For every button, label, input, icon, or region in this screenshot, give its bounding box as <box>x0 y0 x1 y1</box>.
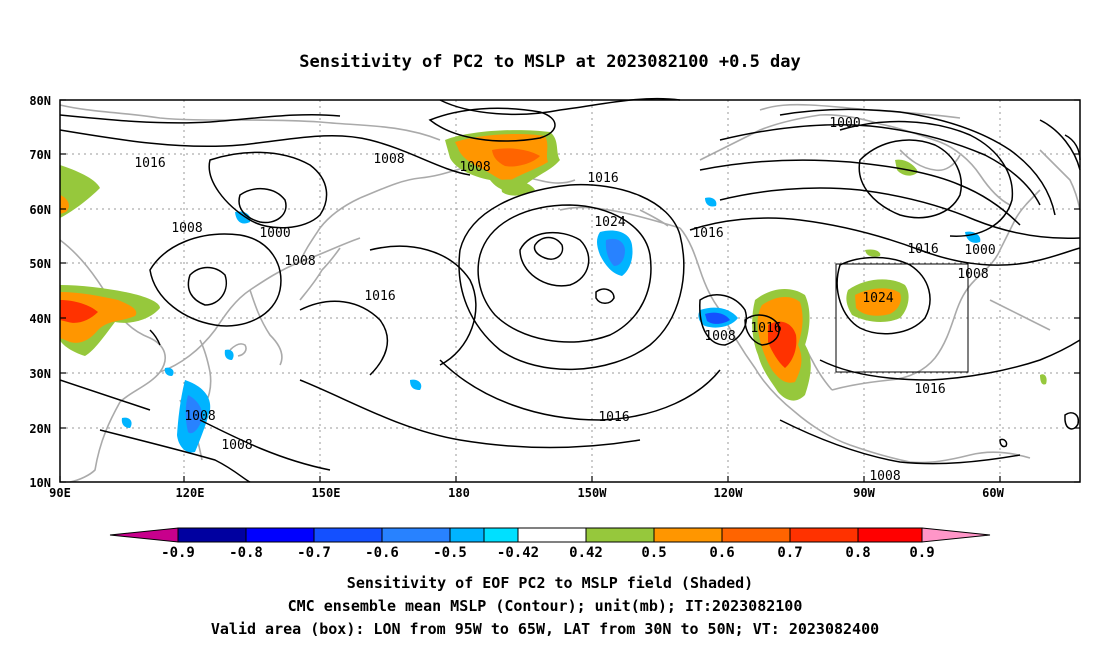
contour-label: 1008 <box>184 409 215 424</box>
colorbar-high-arrow <box>921 527 991 543</box>
lat-label: 80N <box>29 94 51 108</box>
contour-label: 1008 <box>171 221 202 236</box>
colorbar-bin <box>585 527 655 543</box>
caption-line-3: Valid area (box): LON from 95W to 65W, L… <box>211 620 879 638</box>
contour-label: 1008 <box>373 152 404 167</box>
contour-label: 1000 <box>964 243 995 258</box>
contour-label: 1016 <box>134 156 165 171</box>
lat-label: 20N <box>29 422 51 436</box>
lat-label: 10N <box>29 476 51 490</box>
contour-label: 1008 <box>221 438 252 453</box>
lon-label: 90W <box>853 486 875 500</box>
contour-label: 1008 <box>957 267 988 282</box>
colorbar-bin <box>857 527 923 543</box>
colorbar-bin <box>483 527 519 543</box>
sensitivity-shading <box>60 130 1047 453</box>
lon-label: 150W <box>578 486 608 500</box>
colorbar-label: -0.8 <box>229 545 263 561</box>
caption-line-1: Sensitivity of EOF PC2 to MSLP field (Sh… <box>347 574 753 592</box>
colorbar-label: 0.9 <box>909 545 934 561</box>
colorbar-bin <box>381 527 451 543</box>
contour-label: 1000 <box>259 226 290 241</box>
gridlines <box>60 100 1080 482</box>
lat-ticks <box>60 99 1080 483</box>
lat-labels: 80N 70N 60N 50N 40N 30N 20N 10N <box>29 94 51 490</box>
contour-label: 1008 <box>459 160 490 175</box>
colorbar-bin <box>313 527 383 543</box>
colorbar <box>109 527 991 543</box>
colorbar-label: 0.7 <box>777 545 802 561</box>
lon-label: 180 <box>448 486 470 500</box>
colorbar-label: -0.5 <box>433 545 467 561</box>
colorbar-label: -0.42 <box>497 545 539 561</box>
colorbar-label: 0.5 <box>641 545 666 561</box>
colorbar-label: -0.9 <box>161 545 195 561</box>
mslp-contours <box>59 97 1081 483</box>
colorbar-bin <box>721 527 791 543</box>
contour-label: 1024 <box>594 215 625 230</box>
lon-labels: 90E 120E 150E 180 150W 120W 90W 60W <box>49 486 1004 500</box>
lat-label: 60N <box>29 203 51 217</box>
contour-label: 1016 <box>692 226 723 241</box>
caption-line-2: CMC ensemble mean MSLP (Contour); unit(m… <box>288 597 803 615</box>
map-title: Sensitivity of PC2 to MSLP at 2023082100… <box>299 52 801 72</box>
contour-label: 1008 <box>869 469 900 484</box>
colorbar-label: -0.6 <box>365 545 399 561</box>
contour-label: 1024 <box>862 291 893 306</box>
lon-ticks <box>59 476 1001 482</box>
lon-label: 120W <box>714 486 744 500</box>
contour-labels: 1016 1008 1008 1000 1008 1008 1008 1016 … <box>134 116 995 484</box>
colorbar-label: 0.42 <box>569 545 603 561</box>
colorbar-bin <box>653 527 723 543</box>
lon-label: 150E <box>312 486 341 500</box>
contour-label: 1016 <box>587 171 618 186</box>
lon-label: 90E <box>49 486 71 500</box>
contour-label: 1016 <box>598 410 629 425</box>
contour-label: 1016 <box>907 242 938 257</box>
valid-area-box <box>835 263 969 373</box>
contour-label: 1008 <box>284 254 315 269</box>
colorbar-bin <box>245 527 315 543</box>
colorbar-label: -0.7 <box>297 545 331 561</box>
contour-label: 1016 <box>914 382 945 397</box>
lat-label: 40N <box>29 312 51 326</box>
contour-label: 1008 <box>704 329 735 344</box>
colorbar-bin <box>449 527 485 543</box>
colorbar-low-arrow <box>109 527 179 543</box>
map-area <box>60 100 1080 482</box>
contour-label: 1000 <box>829 116 860 131</box>
lat-label: 70N <box>29 148 51 162</box>
contour-label: 1016 <box>364 289 395 304</box>
colorbar-bin <box>517 527 587 543</box>
colorbar-label: 0.8 <box>845 545 870 561</box>
colorbar-labels: -0.9 -0.8 -0.7 -0.6 -0.5 -0.42 0.42 0.5 … <box>161 545 935 561</box>
lon-label: 120E <box>176 486 205 500</box>
map-frame <box>59 99 1081 483</box>
lon-label: 60W <box>982 486 1004 500</box>
lat-label: 50N <box>29 257 51 271</box>
colorbar-bin <box>789 527 859 543</box>
colorbar-bin <box>177 527 247 543</box>
lat-label: 30N <box>29 367 51 381</box>
contour-label: 1016 <box>750 321 781 336</box>
colorbar-label: 0.6 <box>709 545 734 561</box>
